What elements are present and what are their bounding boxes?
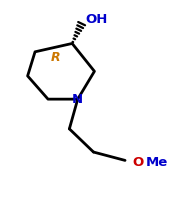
Text: N: N (72, 93, 83, 106)
Text: Me: Me (145, 156, 168, 169)
Text: R: R (51, 51, 60, 64)
Text: O: O (132, 156, 144, 169)
Text: OH: OH (85, 13, 108, 26)
